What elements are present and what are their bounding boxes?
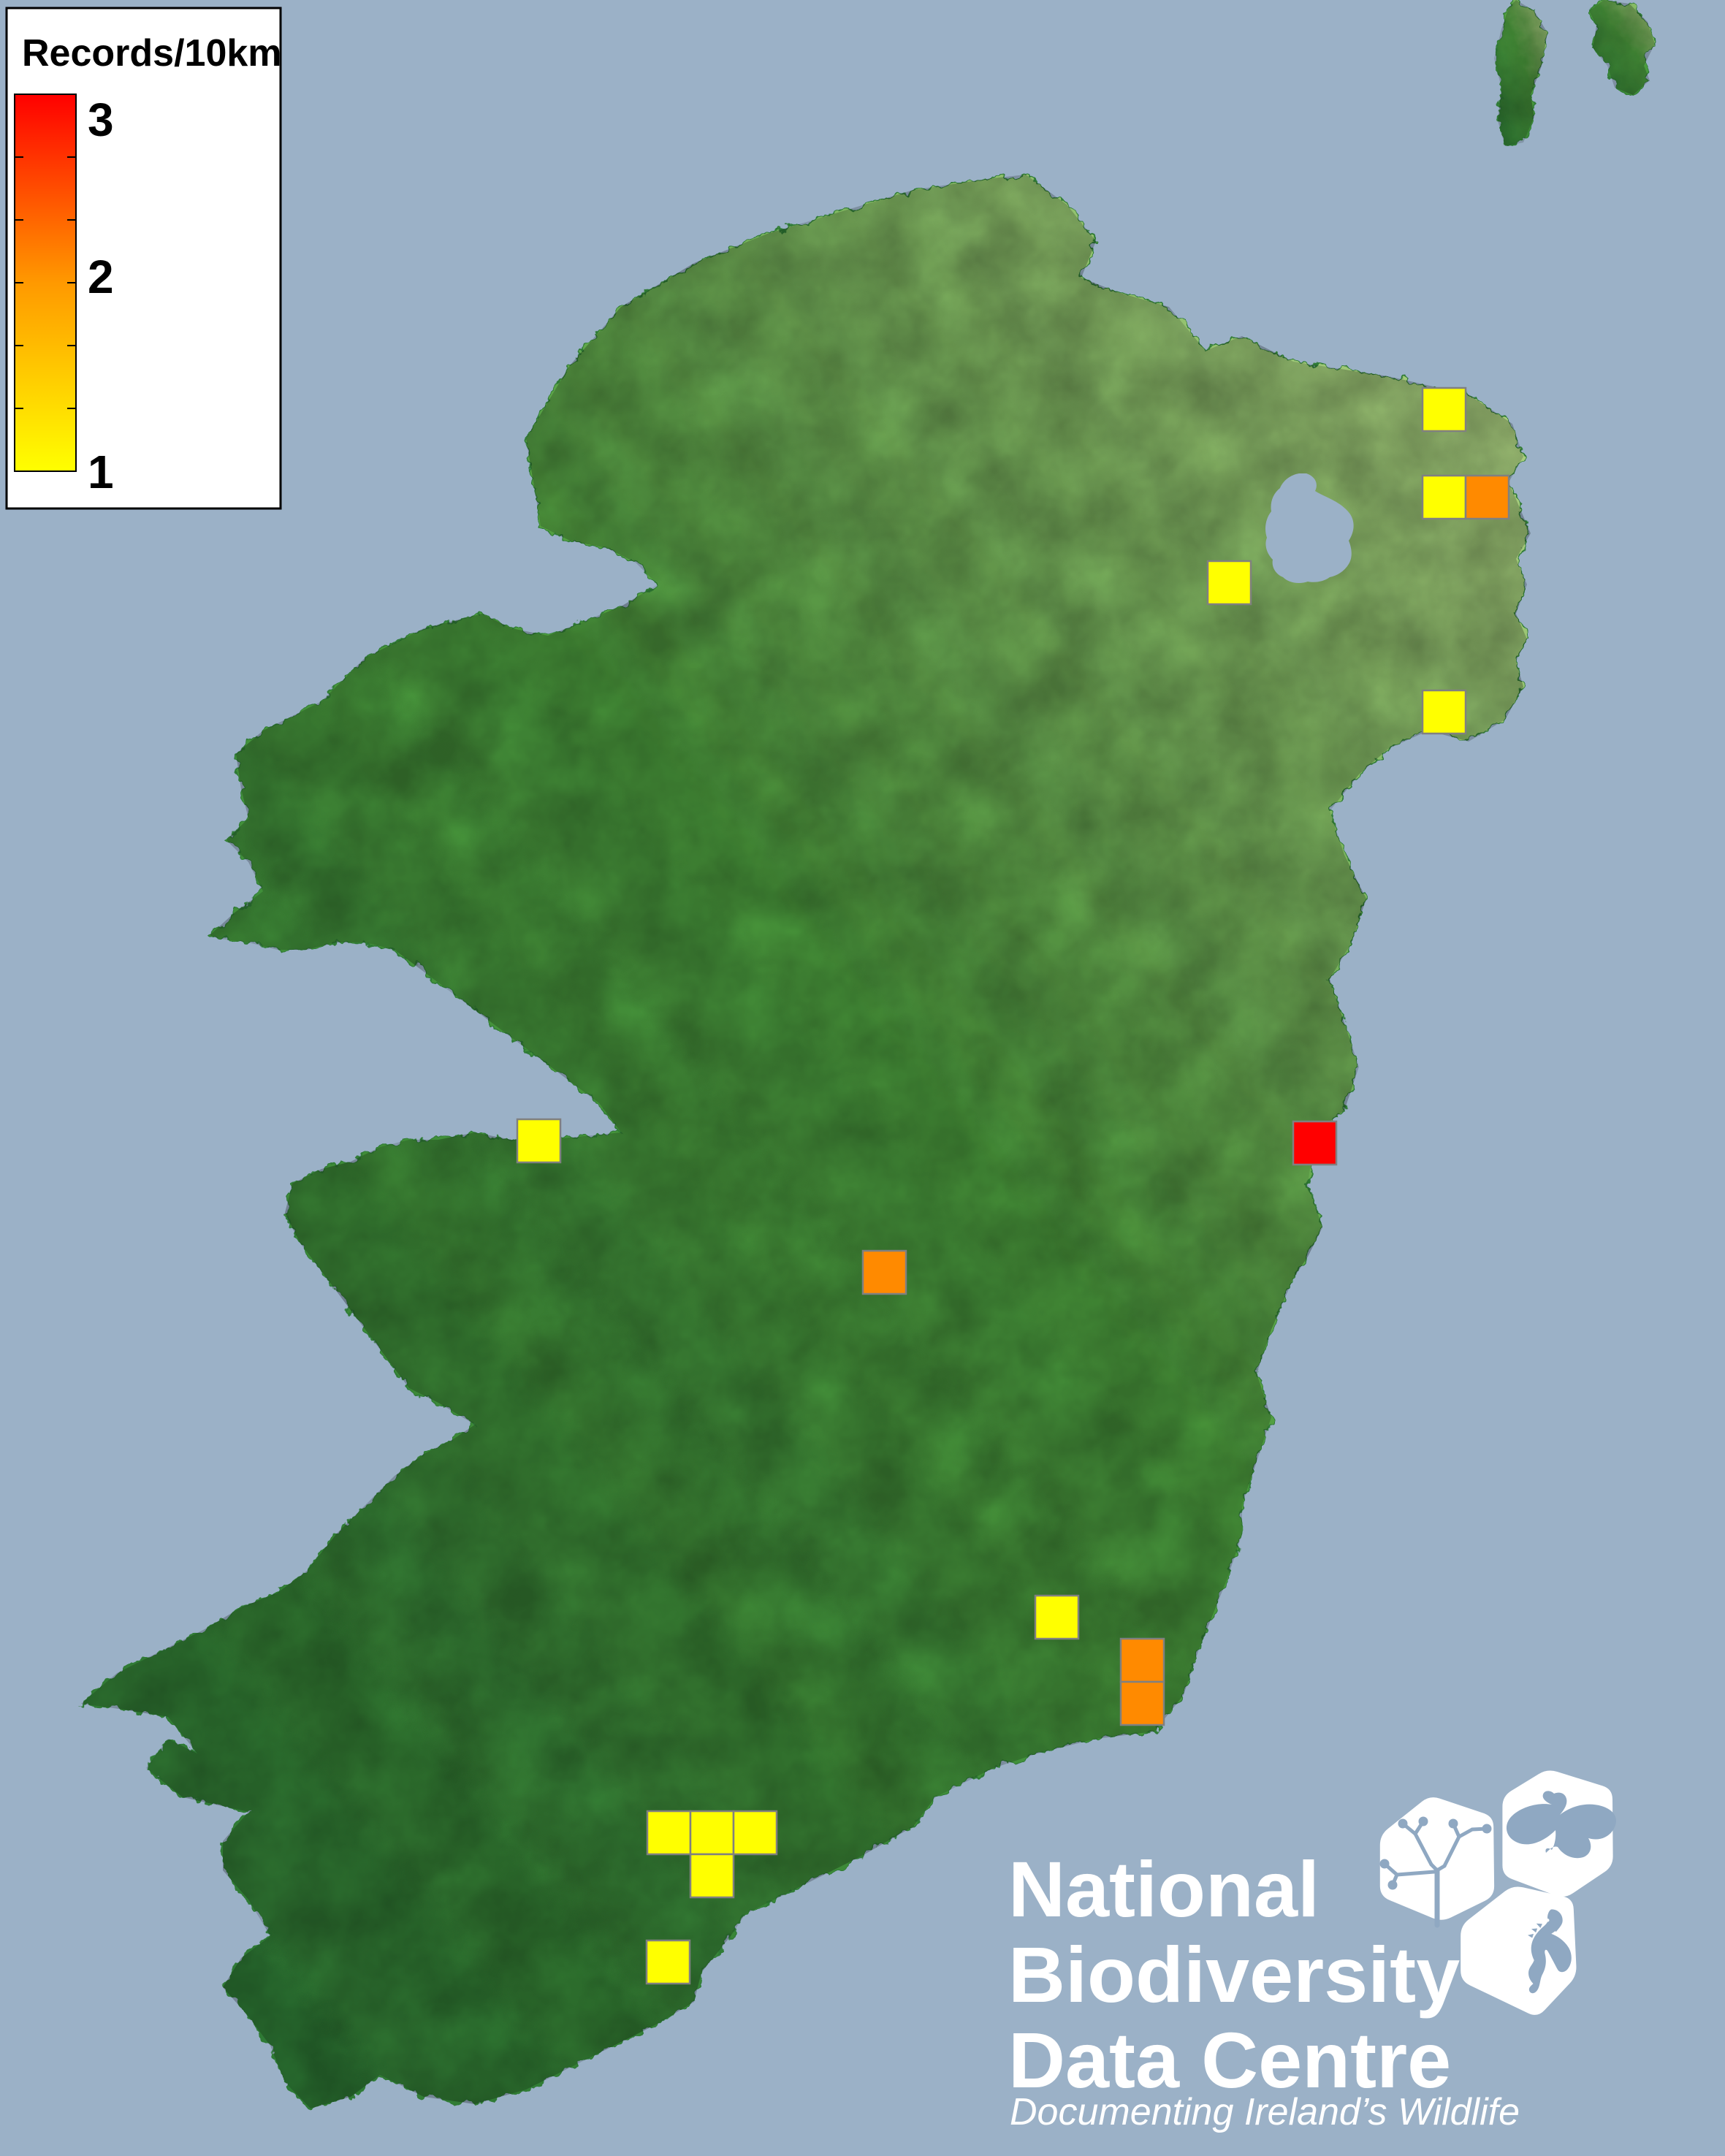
svg-text:National: National [1008, 1845, 1320, 1933]
svg-text:2: 2 [88, 251, 114, 303]
svg-text:Biodiversity: Biodiversity [1008, 1930, 1460, 2019]
svg-text:1: 1 [88, 446, 114, 498]
svg-text:Records/10km: Records/10km [22, 32, 282, 75]
svg-text:3: 3 [88, 94, 114, 146]
svg-text:Documenting Ireland’s Wildlife: Documenting Ireland’s Wildlife [1010, 2091, 1520, 2133]
